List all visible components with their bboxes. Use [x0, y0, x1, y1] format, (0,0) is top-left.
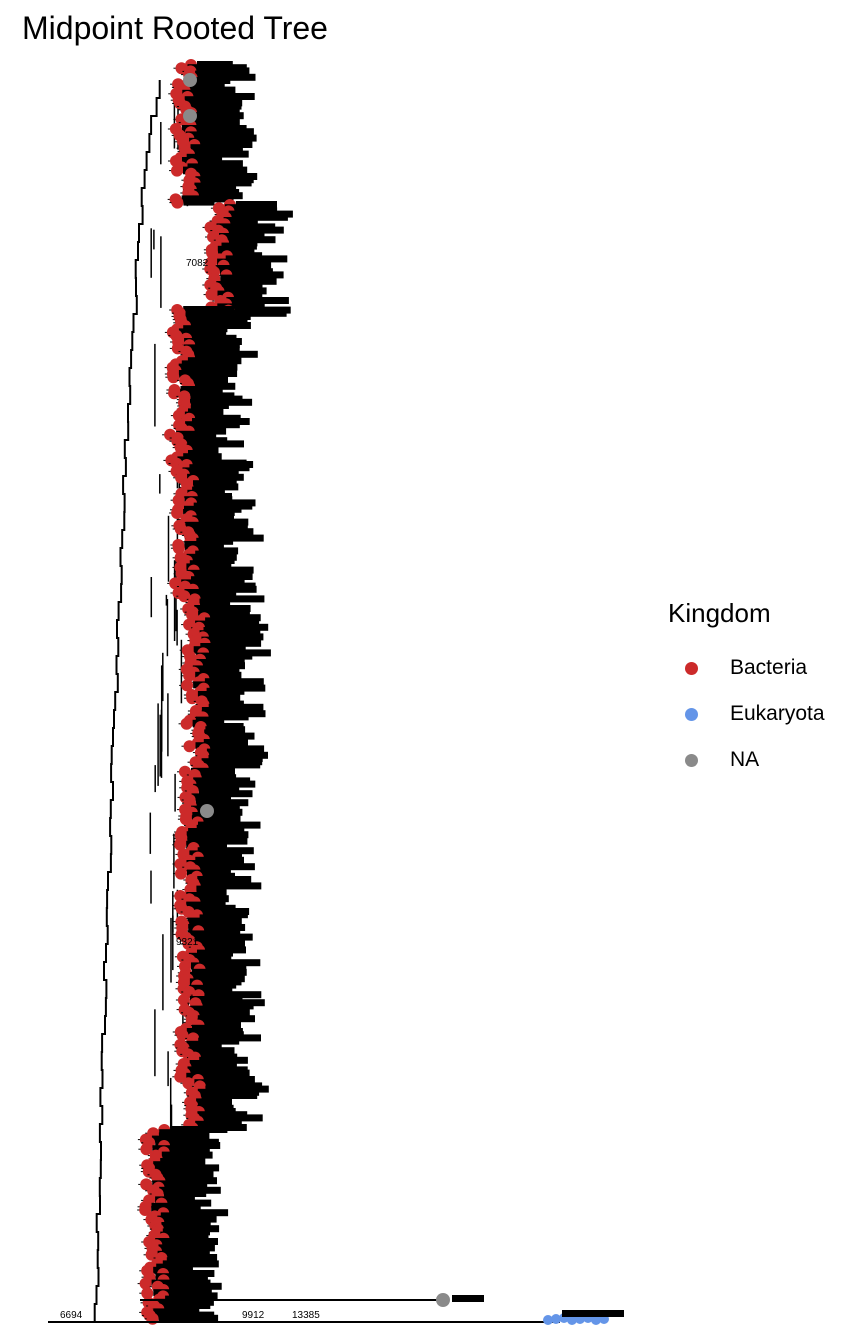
tip-point-bacteria [171, 196, 184, 209]
tip-point-eukaryota [591, 1315, 601, 1325]
tip-label-mark [562, 1310, 624, 1317]
tip-point-bacteria [174, 1070, 187, 1083]
tip-point-na [200, 804, 214, 818]
legend-label-bacteria: Bacteria [730, 656, 808, 679]
tip-label-mark [198, 160, 243, 168]
tip-label-mark [209, 633, 264, 641]
tip-label-mark [208, 713, 249, 721]
tip-point-bacteria [141, 1287, 154, 1300]
tip-point-bacteria [181, 679, 194, 692]
tip-label-mark [198, 1037, 240, 1045]
tip-point-bacteria [139, 1277, 152, 1290]
tip-label-mark [194, 350, 258, 358]
legend-title: Kingdom [668, 598, 771, 628]
tip-label-mark [170, 1126, 228, 1133]
node-label-9321: 9321 [176, 937, 199, 948]
tip-label-mark [204, 994, 243, 1002]
tip-label-mark [187, 440, 244, 448]
phylogenetic-tree: 6694 9912 13385 7082 9321 [48, 59, 624, 1325]
tip-point-na [183, 109, 197, 123]
tip-point-bacteria [171, 164, 183, 177]
tip-label-mark [217, 303, 252, 311]
tip-point-bacteria [175, 867, 187, 880]
legend-item-bacteria: Bacteria [668, 645, 858, 691]
tip-label-mark [182, 157, 214, 164]
tip-point-bacteria [171, 507, 184, 519]
legend-label-eukaryota: Eukaryota [730, 702, 825, 725]
node-label-6694: 6694 [60, 1310, 83, 1321]
tip-label-mark [204, 927, 241, 935]
tip-label-mark [452, 1295, 484, 1302]
tip-label-mark [169, 1209, 229, 1217]
tip-point-bacteria [168, 387, 181, 400]
legend-item-eukaryota: Eukaryota [668, 691, 858, 737]
node-label-7082: 7082 [186, 258, 209, 269]
tip-label-mark [200, 179, 252, 187]
tip-label-mark [190, 1069, 250, 1077]
tip-point-na [183, 73, 197, 87]
tip-label-mark [203, 981, 237, 989]
tip-point-na [436, 1293, 450, 1307]
tip-point-eukaryota [543, 1315, 553, 1325]
legend: Kingdom Bacteria Eukaryota NA [668, 598, 858, 783]
tip-label-mark [229, 261, 272, 269]
tip-label-mark [160, 1158, 206, 1165]
tip-point-bacteria [172, 542, 185, 555]
tip-point-bacteria [183, 740, 196, 753]
tip-label-mark [235, 201, 277, 208]
tip-label-mark [196, 128, 254, 136]
tip-label-mark [199, 1056, 248, 1064]
tip-label-mark [194, 528, 254, 536]
tip-label-mark [193, 93, 255, 100]
tip-point-eukaryota [567, 1315, 577, 1325]
tip-label-mark [224, 287, 267, 295]
tip-point-bacteria [139, 1204, 152, 1216]
tip-label-mark [169, 1270, 215, 1277]
legend-item-na: NA [668, 737, 858, 783]
tip-point-eukaryota [551, 1314, 561, 1324]
tip-label-mark [203, 739, 248, 746]
tip-point-bacteria [180, 717, 193, 730]
tip-label-mark [200, 882, 262, 890]
legend-swatch-bacteria [685, 661, 698, 675]
tip-point-bacteria [167, 371, 180, 384]
tree-backbone [93, 80, 161, 1323]
tip-label-mark [199, 566, 254, 574]
tip-point-bacteria [205, 288, 218, 301]
chart-title: Midpoint Rooted Tree [22, 10, 328, 46]
tip-label-mark [158, 1314, 219, 1322]
legend-label-na: NA [730, 748, 760, 771]
node-label-9912: 9912 [242, 1310, 265, 1321]
tip-point-bacteria [177, 994, 190, 1006]
tip-point-bacteria [172, 494, 185, 507]
tip-label-mark [223, 309, 287, 317]
tip-point-bacteria [183, 669, 196, 682]
legend-swatch-na [685, 753, 698, 767]
tip-point-bacteria [174, 838, 187, 851]
tip-label-mark [199, 790, 253, 798]
tip-label-mark [200, 1092, 258, 1099]
legend-swatch-eukaryota [685, 707, 698, 721]
tip-point-bacteria [182, 1077, 195, 1090]
tip-label-mark [200, 595, 265, 603]
node-label-13385: 13385 [292, 1310, 320, 1321]
tip-point-bacteria [140, 1143, 153, 1156]
tip-label-mark [183, 198, 215, 206]
tip-label-mark [231, 213, 288, 221]
tip-label-mark [193, 112, 244, 120]
tip-label-mark [178, 370, 238, 377]
tip-label-mark [196, 77, 231, 84]
